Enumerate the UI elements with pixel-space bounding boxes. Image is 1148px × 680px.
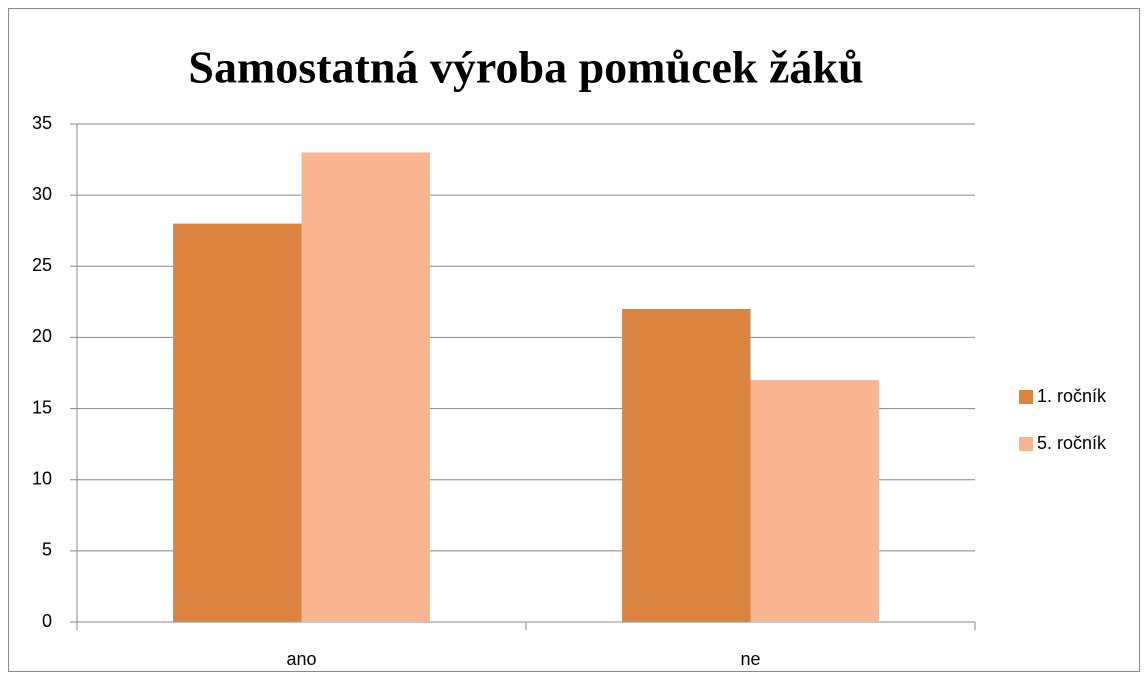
y-tick-label: 25 — [32, 255, 52, 275]
legend-label: 1. ročník — [1037, 386, 1107, 406]
y-tick-label: 15 — [32, 397, 52, 417]
y-tick-label: 30 — [32, 184, 52, 204]
legend-swatch — [1019, 437, 1033, 451]
bar — [301, 152, 430, 622]
chart-title: Samostatná výroba pomůcek žáků — [188, 42, 863, 93]
y-tick-label: 35 — [32, 113, 52, 133]
y-tick-label: 10 — [32, 468, 52, 488]
y-tick-label: 0 — [42, 611, 52, 631]
x-tick-label: ne — [740, 649, 760, 669]
x-tick-label: ano — [286, 649, 316, 669]
legend-label: 5. ročník — [1037, 433, 1107, 453]
legend-swatch — [1019, 390, 1033, 404]
y-tick-label: 20 — [32, 326, 52, 346]
bar — [750, 380, 879, 622]
bar — [173, 223, 302, 622]
y-tick-label: 5 — [42, 540, 52, 560]
bar — [622, 308, 751, 622]
